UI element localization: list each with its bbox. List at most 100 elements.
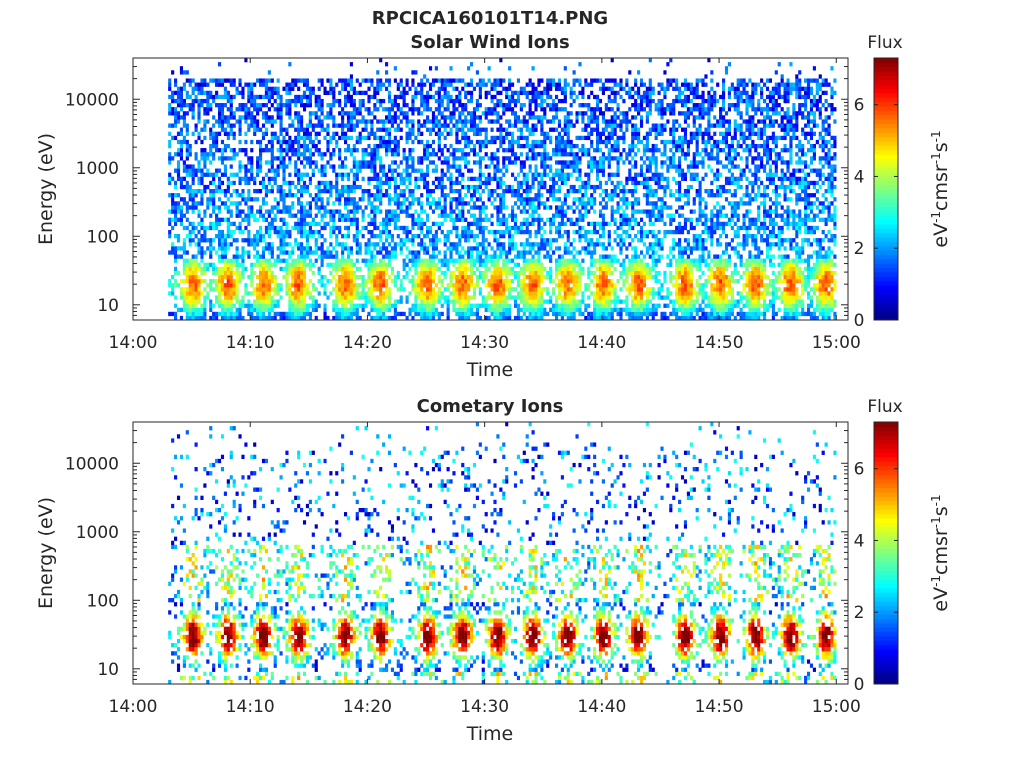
- heatmap-cell: [513, 115, 518, 120]
- heatmap-cell: [285, 143, 289, 149]
- heatmap-cell: [273, 172, 277, 177]
- heatmap-cell: [261, 295, 266, 300]
- heatmap-cell: [197, 201, 201, 206]
- heatmap-cell: [232, 180, 236, 186]
- heatmap-cell: [522, 274, 526, 280]
- heatmap-cell: [446, 168, 450, 173]
- heatmap-cell: [461, 107, 465, 112]
- heatmap-cell: [405, 139, 409, 145]
- heatmap-cell: [364, 295, 368, 300]
- heatmap-cell: [461, 287, 465, 292]
- heatmap-cell: [209, 307, 213, 313]
- heatmap-cell: [405, 131, 409, 136]
- heatmap-cell: [566, 311, 570, 317]
- heatmap-cell: [323, 164, 327, 169]
- heatmap-cell: [300, 234, 304, 239]
- heatmap-cell: [563, 229, 567, 235]
- heatmap-cell: [546, 291, 550, 296]
- heatmap-cell: [259, 311, 263, 317]
- heatmap-cell: [215, 143, 219, 149]
- heatmap-cell: [191, 270, 195, 276]
- heatmap-cell: [194, 98, 198, 104]
- heatmap-cell: [440, 279, 444, 284]
- heatmap-cell: [226, 266, 230, 272]
- heatmap-cell: [452, 307, 456, 313]
- heatmap-cell: [467, 221, 471, 227]
- heatmap-cell: [475, 115, 479, 120]
- heatmap-cell: [302, 307, 307, 313]
- heatmap-cell: [355, 234, 359, 239]
- heatmap-cell: [373, 143, 377, 149]
- heatmap-cell: [563, 98, 567, 104]
- heatmap-cell: [217, 168, 222, 173]
- heatmap-cell: [279, 115, 283, 120]
- heatmap-cell: [537, 184, 541, 190]
- heatmap-cell: [487, 217, 491, 222]
- heatmap-cell: [531, 205, 535, 210]
- heatmap-cell: [505, 270, 509, 276]
- heatmap-cell: [543, 115, 547, 120]
- heatmap-cell: [423, 250, 427, 255]
- heatmap-cell: [405, 90, 409, 96]
- heatmap-cell: [455, 246, 459, 251]
- heatmap-cell: [540, 103, 544, 108]
- heatmap-cell: [493, 197, 497, 202]
- heatmap-cell: [399, 238, 403, 243]
- heatmap-cell: [461, 217, 465, 222]
- heatmap-cell: [332, 299, 336, 304]
- heatmap-cell: [212, 262, 216, 267]
- heatmap-cell: [390, 270, 394, 276]
- heatmap-cell: [241, 229, 245, 235]
- heatmap-cell: [302, 279, 307, 284]
- heatmap-cell: [423, 209, 427, 214]
- heatmap-cell: [554, 107, 559, 112]
- heatmap-cell: [300, 229, 304, 235]
- heatmap-cell: [308, 201, 312, 206]
- heatmap-cell: [405, 176, 409, 182]
- heatmap-cell: [300, 94, 304, 100]
- heatmap-cell: [223, 283, 227, 288]
- heatmap-cell: [176, 131, 181, 136]
- heatmap-cell: [534, 250, 538, 255]
- heatmap-cell: [191, 221, 195, 227]
- heatmap-cell: [549, 225, 553, 231]
- heatmap-cell: [458, 291, 462, 296]
- heatmap-cell: [288, 307, 292, 313]
- heatmap-cell: [300, 258, 304, 263]
- heatmap-cell: [549, 205, 553, 210]
- heatmap-cell: [343, 82, 348, 87]
- heatmap-cell: [379, 303, 383, 308]
- heatmap-cell: [420, 283, 424, 288]
- heatmap-cell: [361, 176, 365, 182]
- heatmap-cell: [174, 180, 178, 186]
- heatmap-cell: [168, 111, 172, 116]
- heatmap-cell: [464, 160, 468, 165]
- heatmap-cell: [229, 266, 233, 272]
- heatmap-cell: [270, 143, 274, 149]
- heatmap-cell: [446, 123, 450, 128]
- heatmap-cell: [385, 254, 389, 259]
- heatmap-cell: [531, 123, 535, 128]
- heatmap-cell: [446, 283, 450, 288]
- heatmap-cell: [302, 78, 307, 83]
- heatmap-cell: [288, 262, 292, 267]
- heatmap-cell: [428, 143, 433, 149]
- heatmap-cell: [464, 291, 468, 296]
- heatmap-cell: [481, 279, 485, 284]
- heatmap-cell: [443, 238, 447, 243]
- heatmap-cell: [370, 274, 374, 280]
- heatmap-cell: [569, 221, 573, 227]
- heatmap-cell: [294, 82, 298, 87]
- heatmap-cell: [320, 98, 324, 104]
- heatmap-cell: [519, 168, 523, 173]
- heatmap-cell: [367, 193, 371, 198]
- heatmap-cell: [543, 246, 547, 251]
- heatmap-cell: [279, 229, 283, 235]
- heatmap-cell: [402, 193, 406, 198]
- heatmap-cell: [546, 119, 550, 124]
- heatmap-cell: [508, 131, 512, 136]
- heatmap-cell: [379, 246, 383, 251]
- heatmap-cell: [484, 295, 488, 300]
- heatmap-cell: [478, 180, 482, 186]
- heatmap-cell: [261, 283, 266, 288]
